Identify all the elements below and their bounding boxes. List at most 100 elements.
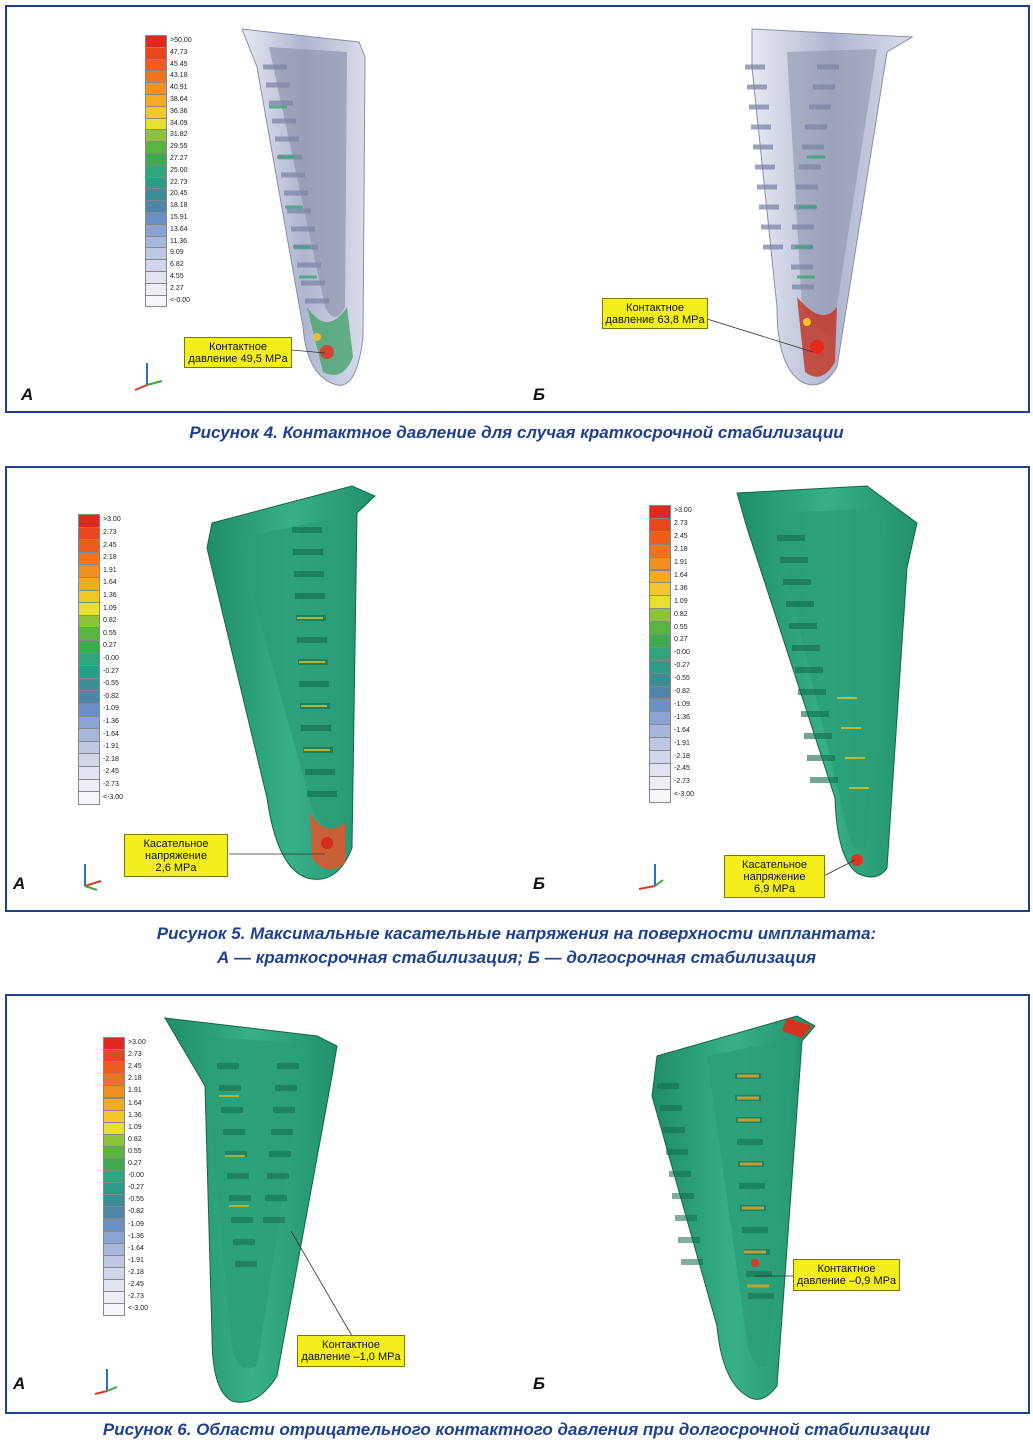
figure-4-caption: Рисунок 4. Контактное давление для случа… (189, 423, 844, 442)
scale-label: <-3.00 (128, 1305, 149, 1313)
scale-swatch (649, 543, 671, 558)
scale-label: -0.55 (128, 1196, 144, 1204)
scale-label: <-0.00 (170, 296, 191, 304)
scale-swatch (78, 564, 100, 578)
scale-label: 1.91 (128, 1087, 142, 1095)
scale-label: -0.00 (674, 649, 690, 657)
scale-swatch (103, 1303, 125, 1317)
scale-label: 47.73 (170, 48, 188, 56)
axes-triad-fig6 (94, 1369, 118, 1395)
scale-swatch (78, 728, 100, 742)
scale-label: -1.91 (103, 743, 119, 751)
scale-label: 2.45 (674, 533, 688, 541)
scale-swatch (78, 665, 100, 679)
scale-label: 0.82 (128, 1135, 142, 1143)
scale-label: -1.91 (674, 739, 690, 747)
scale-swatch (649, 698, 671, 713)
scale-label: 1.09 (128, 1123, 142, 1131)
scale-label: 6.82 (170, 261, 184, 269)
scale-label: 2.45 (103, 541, 117, 549)
scale-label: 2.73 (128, 1051, 142, 1059)
implant-a-model-fig6 (164, 1017, 338, 1403)
scale-swatch (649, 556, 671, 571)
scale-label: 36.36 (170, 107, 188, 115)
callout-fig6-a-line1: Контактное (322, 1339, 380, 1351)
scale-label: 40.91 (170, 84, 188, 92)
implant-a-model (241, 28, 366, 386)
scale-swatch (78, 589, 100, 604)
callout-fig5-a-line1: Касательное (143, 837, 209, 850)
scale-swatch (649, 634, 671, 648)
scale-label: 0.55 (103, 629, 117, 637)
callout-fig4-a: Контактное давление 49,5 MPa (184, 337, 292, 368)
callout-fig6-a-line2: давление –1,0 MPa (301, 1351, 401, 1363)
scale-label: -0.27 (674, 662, 690, 670)
implant-b-model-fig5 (736, 485, 918, 878)
figure-5-caption-line2: А — краткосрочная стабилизация; Б — долг… (217, 948, 816, 967)
scale-label: 43.18 (170, 72, 188, 80)
scale-label: 4.55 (170, 272, 184, 280)
scale-swatch (145, 294, 167, 308)
scale-label: 2.27 (170, 284, 184, 292)
scale-swatch (78, 778, 100, 793)
callout-fig4-b: Контактное давление 63,8 MPa (602, 298, 708, 329)
scale-label: -1.36 (674, 713, 690, 721)
scale-swatch (78, 740, 100, 755)
scale-label: 0.55 (674, 623, 688, 631)
scale-label: 1.09 (103, 604, 117, 612)
scale-label: 20.45 (170, 190, 188, 198)
callout-fig6-b-line2: давление –0,9 MPa (796, 1275, 897, 1287)
figure-5-implant-art (84, 485, 918, 891)
scale-label: 1.64 (674, 571, 688, 579)
scale-label: >3.00 (674, 507, 692, 515)
scale-label: -1.36 (103, 717, 119, 725)
panel-label-fig6-b: Б (533, 1374, 546, 1393)
scale-label: >3.00 (103, 516, 121, 524)
figure-6-frame: >3.00 2.73 2.45 2.18 1.91 1.64 1.36 1.09 0.82 0.5… (5, 994, 1030, 1414)
scale-label: -2.18 (674, 752, 690, 760)
callout-fig5-b-line3: 6,9 MPa (754, 882, 795, 895)
callout-fig5-a-line2: напряжение (145, 849, 207, 862)
scale-swatch (78, 551, 100, 566)
scale-swatch (78, 539, 100, 553)
callout-fig5-b-line1: Касательное (741, 858, 808, 871)
scale-label: 0.27 (128, 1160, 142, 1168)
scale-label: -0.82 (128, 1208, 144, 1216)
scale-label: 2.18 (674, 546, 688, 554)
scale-label: -1.64 (674, 726, 690, 734)
scale-label: 2.45 (128, 1063, 142, 1071)
figure-4-implant-art (134, 28, 914, 391)
scale-swatch (78, 614, 100, 629)
scale-swatch (78, 677, 100, 692)
scale-label: -1.09 (674, 700, 690, 708)
scale-swatch (649, 595, 671, 610)
scale-label: -1.09 (128, 1220, 144, 1228)
callout-fig4-a-line1: Контактное (209, 340, 267, 353)
scale-label: <-3.00 (103, 793, 124, 801)
implant-b-model-fig6 (651, 1015, 816, 1400)
panel-label-fig4-a: А (21, 385, 34, 404)
scale-swatch (649, 659, 671, 674)
scale-label: -0.27 (128, 1184, 144, 1192)
scale-label: 9.09 (170, 249, 184, 257)
scale-label: 27.27 (170, 154, 188, 162)
panel-label-fig5-a: А (13, 874, 26, 893)
scale-label: 2.73 (103, 528, 117, 536)
scale-label: -0.55 (103, 680, 119, 688)
scale-label: -2.73 (128, 1293, 144, 1301)
scale-swatch (78, 652, 100, 667)
scale-swatch (78, 627, 100, 641)
callout-fig4-a-line2: давление 49,5 MPa (188, 352, 288, 365)
callout-fig5-a: Касательное напряжение 2,6 MPa (124, 834, 228, 877)
scale-label: 15.91 (170, 213, 188, 221)
scale-swatch (78, 715, 100, 730)
scale-label: -2.18 (128, 1268, 144, 1276)
scale-swatch (649, 621, 671, 635)
scale-label: -0.82 (103, 692, 119, 700)
axes-triad-fig5-b (638, 864, 664, 890)
scale-swatch (649, 711, 671, 726)
scale-label: 31.82 (170, 131, 188, 139)
scale-label: 18.18 (170, 202, 188, 210)
scale-swatch (649, 569, 671, 584)
scale-swatch (649, 788, 671, 803)
